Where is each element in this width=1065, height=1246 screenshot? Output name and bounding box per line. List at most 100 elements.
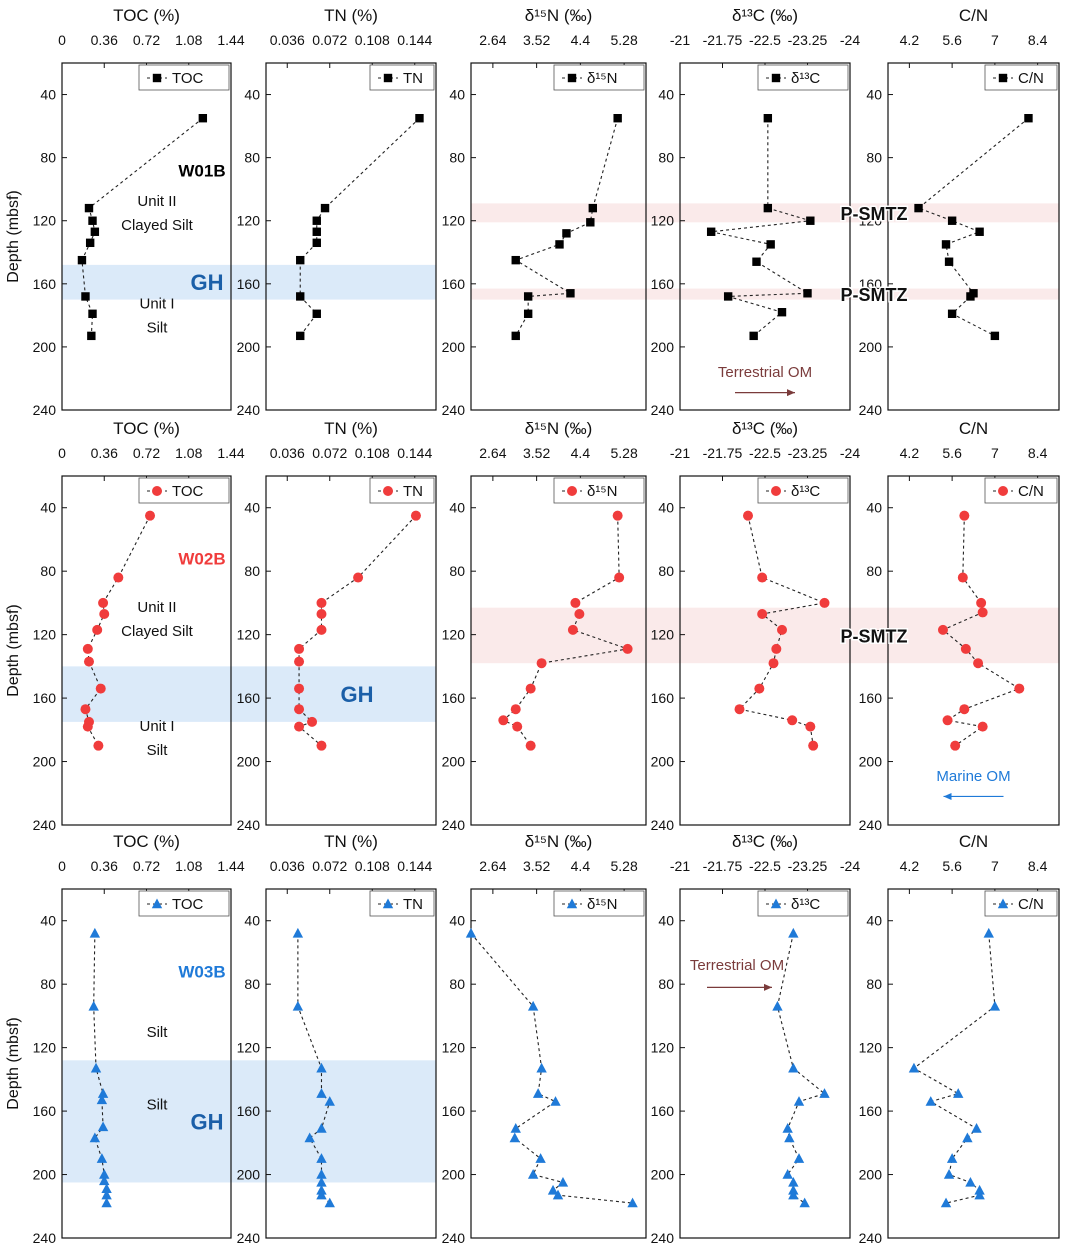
data-point	[941, 240, 951, 249]
data-point	[101, 1189, 112, 1200]
data-point	[296, 292, 305, 301]
data-point	[510, 704, 521, 715]
legend-tn: TN	[369, 64, 435, 91]
data-point	[974, 1189, 985, 1200]
y-tick-label: 40	[449, 87, 465, 103]
data-point	[586, 218, 595, 227]
axis-title-toc: TOC (%)	[113, 6, 180, 25]
panel-tn: TN (%) 0.036 0.072 0.108 0.144 40 80 120 160 200 2…	[237, 6, 437, 418]
unit-label: Silt	[147, 1097, 169, 1114]
data-point	[292, 927, 304, 938]
data-point	[296, 255, 305, 265]
panel-toc: TOC (%) 0 0.36 0.72 1.08 1.44 40 80 120 160 200 240…	[33, 832, 245, 1246]
data-point	[613, 114, 622, 123]
panel-cn: C/N 4.2 5.6 7 8.4 40 80 120 160 200 240 C/N	[859, 832, 1060, 1246]
y-tick-label: 160	[859, 690, 883, 706]
panel-d13c: δ¹³C (‰) -21 -21.75 -22.5 -23.25 -24 40 80 120 16…	[651, 6, 861, 418]
legend-cn: C/N	[984, 477, 1058, 504]
data-point	[99, 609, 110, 620]
data-point	[612, 510, 623, 521]
y-tick-label: 80	[449, 976, 465, 992]
annotation-label: Terrestrial OM	[690, 957, 784, 974]
data-point	[294, 704, 305, 715]
data-point	[98, 597, 109, 608]
smtz-band-0	[471, 203, 1059, 223]
x-tick-label: 2.64	[479, 445, 506, 461]
y-tick-label: 240	[237, 402, 261, 418]
y-tick-label: 40	[449, 500, 465, 516]
data-point	[509, 1132, 520, 1143]
data-point	[973, 658, 984, 669]
legend-marker	[151, 898, 163, 909]
gh-label: GH	[191, 270, 224, 295]
legend-box	[984, 477, 1058, 504]
panel-d15n: δ¹⁵N (‰) 2.64 3.52 4.4 5.28 40 80 120 160 200 240 δ…	[442, 6, 647, 418]
axis-title-cn: C/N	[959, 832, 988, 851]
data-point	[723, 292, 733, 301]
axis-title-cn: C/N	[959, 6, 988, 25]
unit-label: Unit II	[137, 193, 176, 210]
axis-title-d13c: δ¹³C (‰)	[732, 832, 798, 851]
legend-box	[984, 64, 1058, 91]
data-point	[819, 1088, 830, 1098]
y-tick-label: 200	[651, 1167, 675, 1183]
legend-marker	[566, 898, 578, 909]
data-point	[806, 216, 815, 225]
y-tick-label: 120	[651, 1040, 675, 1056]
data-point	[757, 572, 768, 583]
data-point	[97, 1088, 109, 1098]
data-point	[960, 643, 971, 654]
data-point	[101, 1183, 112, 1194]
legend-marker	[770, 898, 782, 909]
data-point	[525, 740, 536, 751]
data-point	[536, 658, 547, 669]
legend-marker	[152, 73, 162, 83]
data-point	[99, 1175, 110, 1186]
y-tick-label: 120	[237, 627, 261, 643]
x-tick-label: -22.5	[749, 445, 781, 461]
x-tick-label: -21.75	[703, 858, 743, 874]
data-point	[743, 510, 753, 521]
x-tick-label: -22.5	[749, 858, 781, 874]
data-point	[320, 203, 330, 213]
data-point	[706, 227, 716, 236]
data-point	[959, 510, 970, 521]
y-tick-label: 80	[658, 563, 674, 579]
y-tick-label: 240	[33, 1230, 57, 1246]
x-tick-label: 5.6	[942, 858, 962, 874]
annotation-label: Marine OM	[936, 768, 1010, 785]
y-tick-label: 40	[40, 87, 56, 103]
y-tick-label: 120	[33, 213, 57, 229]
x-tick-label: 1.44	[217, 858, 244, 874]
data-point	[525, 683, 536, 694]
x-tick-label: 5.28	[611, 32, 638, 48]
panel-frame	[470, 62, 647, 411]
data-point	[947, 216, 957, 225]
y-tick-label: 40	[244, 87, 260, 103]
panel-frame	[265, 888, 437, 1239]
data-point	[77, 255, 87, 265]
data-point	[805, 721, 816, 732]
legend-marker	[771, 73, 781, 83]
y-tick-label: 80	[449, 150, 465, 166]
data-point	[92, 624, 103, 635]
data-point	[96, 1153, 108, 1163]
data-point	[990, 331, 1000, 341]
x-tick-label: 0.036	[270, 32, 305, 48]
data-point	[975, 227, 984, 236]
data-point	[942, 715, 953, 726]
y-tick-label: 240	[859, 1230, 883, 1246]
data-point	[947, 309, 957, 318]
legend-toc: TOC	[138, 64, 230, 91]
data-point	[312, 216, 321, 225]
y-tick-label: 40	[866, 500, 882, 516]
y-tick-label: 120	[442, 627, 466, 643]
data-point	[316, 1169, 327, 1179]
legend-marker	[567, 73, 577, 83]
legend-label: C/N	[1018, 483, 1044, 500]
core-name-label: W01B	[178, 161, 225, 180]
data-point	[1024, 114, 1033, 123]
data-point	[80, 704, 91, 715]
x-tick-label: 5.6	[942, 445, 962, 461]
data-point	[532, 1088, 544, 1098]
